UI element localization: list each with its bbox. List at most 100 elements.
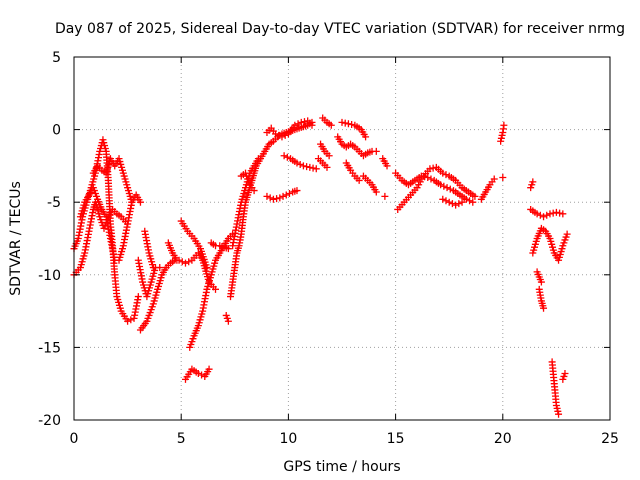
series-arc-29 xyxy=(392,169,477,206)
data-point xyxy=(546,210,554,218)
series-arc-21 xyxy=(319,114,335,129)
data-point xyxy=(471,192,479,200)
data-point xyxy=(134,293,142,301)
data-point xyxy=(185,258,193,266)
data-point xyxy=(448,200,456,208)
data-point xyxy=(533,210,541,218)
series-arc-20 xyxy=(314,155,331,171)
series-arc-6 xyxy=(134,256,164,301)
data-point xyxy=(424,174,432,182)
data-point xyxy=(445,198,453,206)
data-point xyxy=(275,131,283,139)
data-point xyxy=(499,174,507,182)
data-point xyxy=(309,164,317,172)
series-arc-9 xyxy=(177,217,211,272)
data-point xyxy=(323,163,331,171)
data-point xyxy=(355,176,363,184)
data-point xyxy=(341,119,349,127)
series-arc-4 xyxy=(89,155,136,206)
grid-lines xyxy=(74,57,610,420)
data-point xyxy=(362,133,370,141)
series-arc-24 xyxy=(338,118,370,141)
series-arc-7 xyxy=(141,227,157,272)
data-point xyxy=(469,198,477,206)
data-point xyxy=(439,195,447,203)
data-point xyxy=(325,152,333,160)
series-arc-17 xyxy=(263,187,301,203)
data-point xyxy=(446,185,454,193)
chart-title: Day 087 of 2025, Sidereal Day-to-day VTE… xyxy=(55,21,625,37)
data-point xyxy=(136,198,144,206)
data-point xyxy=(308,121,316,129)
data-point xyxy=(254,155,262,163)
data-point xyxy=(149,264,157,272)
data-point xyxy=(427,175,435,183)
data-point xyxy=(296,160,304,168)
data-point xyxy=(269,195,277,203)
x-tick-label: 10 xyxy=(279,431,297,447)
plot-frame xyxy=(73,56,611,421)
axis-ticks: 0 5 10 15 20 25 -20 -15 -10 -5 0 5 xyxy=(38,50,619,447)
data-point xyxy=(128,198,136,206)
data-point xyxy=(205,365,213,373)
series-arc-27 xyxy=(379,155,391,170)
data-point xyxy=(198,371,206,379)
x-tick-label: 15 xyxy=(387,431,405,447)
data-point xyxy=(293,159,301,167)
data-point xyxy=(282,191,290,199)
y-tick-label: -5 xyxy=(47,195,61,211)
data-point xyxy=(297,118,305,126)
data-point xyxy=(437,181,445,189)
data-point xyxy=(540,304,548,312)
series-arc-8 xyxy=(164,239,181,264)
series-arc-3 xyxy=(76,184,144,264)
data-point xyxy=(278,133,286,141)
data-point xyxy=(203,264,211,272)
data-point xyxy=(452,201,460,209)
y-tick-label: 5 xyxy=(52,50,61,66)
data-point xyxy=(372,188,380,196)
data-point xyxy=(462,195,470,203)
data-point xyxy=(224,317,232,325)
data-point xyxy=(561,370,569,378)
series-arc-22 xyxy=(317,140,333,160)
series-arc-38 xyxy=(533,268,545,286)
data-point xyxy=(537,278,545,286)
y-tick-label: -10 xyxy=(38,268,61,284)
y-tick-label: -20 xyxy=(38,413,61,429)
data-point xyxy=(300,118,308,126)
series-arc-30 xyxy=(394,163,479,213)
data-point xyxy=(442,171,450,179)
data-point xyxy=(272,130,280,138)
y-tick-label: 0 xyxy=(52,123,61,139)
data-point xyxy=(443,184,451,192)
series-arc-34 xyxy=(499,174,507,182)
series-arc-31 xyxy=(439,195,466,209)
series-arc-40 xyxy=(548,358,563,418)
data-point xyxy=(372,147,380,155)
data-point xyxy=(299,162,307,170)
data-point xyxy=(173,256,181,264)
data-point xyxy=(224,245,232,253)
data-point xyxy=(156,264,164,272)
data-point xyxy=(283,153,291,161)
data-point xyxy=(338,118,346,126)
data-point xyxy=(293,187,301,195)
series-arc-36 xyxy=(527,205,567,221)
series-arc-32 xyxy=(477,175,498,203)
data-point xyxy=(181,259,189,267)
data-point xyxy=(312,165,320,173)
series-arc-33 xyxy=(497,121,508,145)
data-point xyxy=(439,169,447,177)
data-point xyxy=(559,210,567,218)
series-arc-13 xyxy=(222,311,232,325)
data-point xyxy=(426,165,434,173)
data-point xyxy=(490,175,498,183)
data-point xyxy=(540,213,548,221)
data-point xyxy=(556,209,564,217)
series-arc-16 xyxy=(237,169,258,195)
series-arc-10 xyxy=(181,365,213,383)
series-arc-35 xyxy=(527,178,537,192)
data-point xyxy=(178,258,186,266)
